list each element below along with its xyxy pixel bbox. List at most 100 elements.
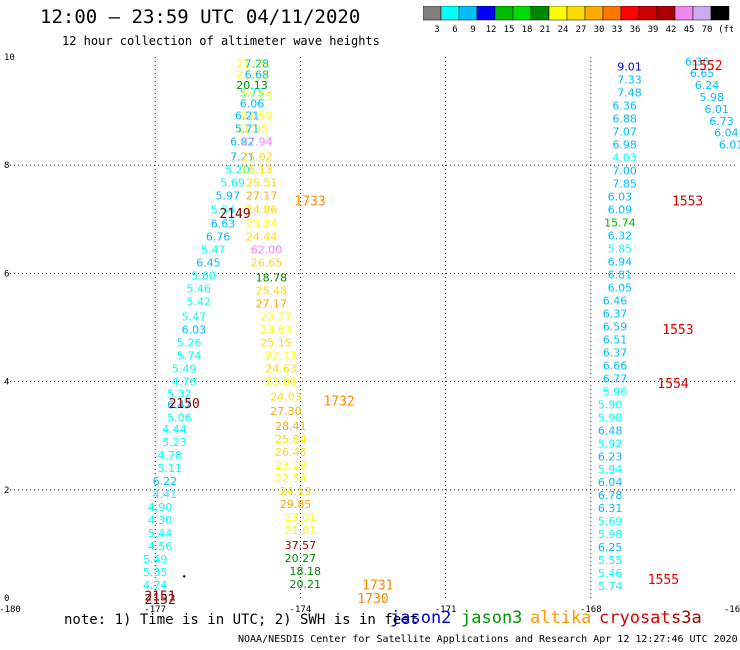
swh-value-label: 7.00	[612, 165, 637, 178]
swh-value-label: 6.47	[167, 398, 192, 411]
swh-value-label: 23.77	[260, 311, 292, 324]
swh-value-label: 6.25	[598, 541, 623, 554]
y-tick-label: 0	[4, 594, 9, 604]
swh-value-label: 7.07	[612, 126, 637, 139]
swh-value-label: 22.54	[275, 472, 307, 485]
time-label: 2149	[219, 207, 250, 222]
swh-value-label: 6.73	[709, 115, 734, 128]
swh-value-label: 5.98	[598, 411, 623, 424]
swh-value-label: 6.68	[245, 68, 270, 81]
swh-value-label: 21.61	[285, 524, 317, 537]
color-scale-label: 6	[452, 25, 457, 35]
swh-value-label: 6.24	[695, 79, 720, 92]
swh-value-label: 25.48	[256, 285, 288, 298]
swh-value-label: 6.01	[704, 103, 729, 116]
swh-value-label: 5.54	[211, 204, 236, 217]
swh-value-label: 6.66	[603, 359, 628, 372]
swh-value-label: 23.29	[275, 459, 307, 472]
swh-value-label: 5.49	[143, 553, 168, 566]
swh-value-label: 6.36	[685, 55, 710, 68]
swh-value-label: 4.74	[143, 579, 168, 592]
data-dot	[183, 575, 186, 578]
legend-jason2: jason2	[390, 608, 452, 628]
swh-value-label: 6.21	[235, 109, 260, 122]
swh-value-label: 62.00	[251, 244, 283, 257]
swh-value-label: 29.85	[280, 498, 312, 511]
swh-value-label: 37.57	[285, 539, 317, 552]
swh-value-label: 6.77	[603, 372, 628, 385]
legend-jason3: jason3	[461, 608, 523, 628]
swh-value-label: 5.47	[182, 311, 207, 324]
swh-value-label: 6.88	[612, 113, 637, 126]
swh-value-label: 5.98	[700, 91, 725, 104]
x-tick-label: -16	[724, 605, 740, 615]
swh-value-label: 6.32	[608, 230, 633, 243]
color-scale-label: 45	[684, 25, 695, 35]
legend-s3a: s3a	[671, 608, 702, 628]
swh-value-label: 6.46	[603, 294, 628, 307]
time-label: 1555	[648, 573, 679, 588]
swh-value-label: 5.46	[598, 567, 623, 580]
swh-value-label: 5.69	[598, 515, 623, 528]
swh-value-label: 6.23	[598, 450, 623, 463]
swh-value-label: 5.44	[148, 527, 173, 540]
swh-value-label: 6.01	[719, 139, 740, 152]
swh-value-label: 6.22	[153, 475, 178, 488]
swh-value-label: 6.65	[690, 67, 715, 80]
swh-value-label: 5.97	[216, 189, 241, 202]
swh-value-label: 23.01	[285, 511, 317, 524]
swh-value-label: 23.09	[265, 376, 297, 389]
time-label: 1733	[294, 194, 325, 209]
note-text: note: 1) Time is in UTC; 2) SWH is in fe…	[64, 612, 419, 628]
swh-value-label: 6.81	[608, 268, 633, 281]
color-scale-label: 9	[470, 25, 475, 35]
swh-value-label: 5.42	[187, 296, 212, 309]
color-scale-label: (ft)	[718, 25, 733, 35]
y-tick-label: 6	[4, 269, 9, 279]
swh-value-label: 23.24	[246, 218, 278, 231]
color-scale-label: 39	[648, 25, 659, 35]
color-scale-label: 12	[486, 25, 497, 35]
swh-value-label: 5.11	[157, 462, 182, 475]
swh-value-label: 5.26	[177, 337, 202, 350]
swh-value-label: 26.65	[251, 257, 283, 270]
swh-value-label: 4.30	[148, 514, 173, 527]
swh-value-label: 5.85	[608, 243, 633, 256]
color-scale-label: 36	[630, 25, 641, 35]
x-tick-label: -174	[290, 605, 312, 615]
swh-value-label: 4.90	[148, 501, 173, 514]
swh-value-label: 5.23	[162, 436, 187, 449]
time-label: 1732	[323, 395, 354, 410]
swh-value-label: 21.95	[236, 122, 268, 135]
swh-value-label: 7.85	[612, 178, 637, 191]
time-label: 1553	[662, 323, 693, 338]
legend-altika: altika	[530, 608, 592, 628]
chart-subtitle: 12 hour collection of altimeter wave hei…	[62, 34, 380, 48]
color-scale-label: 15	[504, 25, 515, 35]
swh-value-label: 21.50	[241, 109, 273, 122]
swh-value-label: 25.51	[246, 177, 278, 190]
swh-value-label: 4.78	[172, 376, 197, 389]
time-label: 1552	[691, 59, 722, 74]
swh-value-label: 6.48	[598, 424, 623, 437]
color-scale-label: 27	[576, 25, 587, 35]
swh-value-label: 6.76	[206, 231, 231, 244]
swh-value-label: 6.04	[598, 476, 623, 489]
time-label: 2152	[144, 593, 175, 608]
swh-value-label: 6.09	[608, 204, 633, 217]
swh-value-label: 26.13	[241, 164, 273, 177]
swh-value-label: 25.15	[260, 337, 292, 350]
x-tick-label: -177	[144, 605, 166, 615]
legend-cryosat: cryosat	[599, 608, 671, 628]
swh-value-label: 6.05	[608, 281, 633, 294]
swh-value-label: 6.63	[211, 218, 236, 231]
swh-value-label: 23.63	[260, 324, 292, 337]
swh-value-label: 6.82	[230, 135, 255, 148]
swh-value-label: 27.30	[270, 405, 302, 418]
swh-value-label: 21.98	[236, 57, 268, 70]
time-label: 2151	[144, 589, 175, 604]
swh-value-label: 20.13	[236, 79, 268, 92]
chart-title: 12:00 – 23:59 UTC 04/11/2020	[40, 6, 361, 28]
